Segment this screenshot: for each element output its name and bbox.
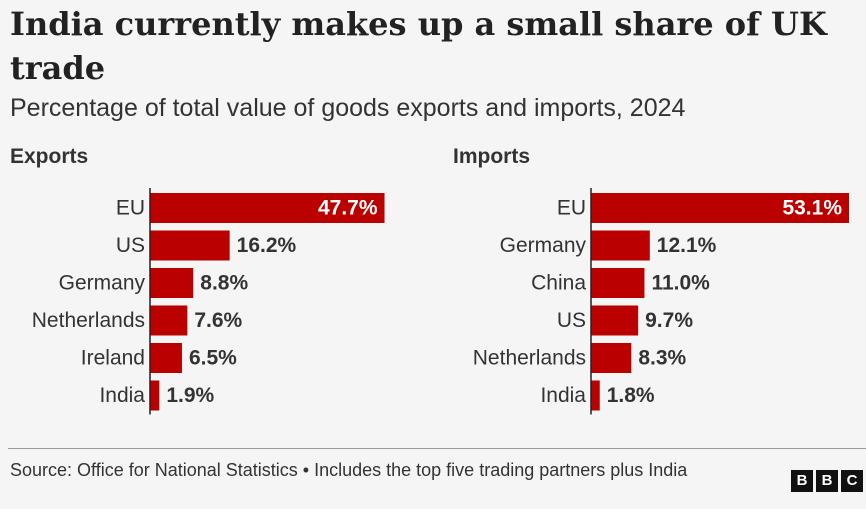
imports-bar [591, 343, 632, 373]
exports-bar [150, 343, 182, 373]
exports-value-label: 16.2% [237, 234, 297, 257]
exports-value-label: 8.8% [200, 272, 248, 295]
imports-value-label: 11.0% [651, 272, 710, 295]
imports-category-label: EU [557, 197, 586, 220]
imports-value-label: 8.3% [638, 347, 686, 370]
imports-category-label: Germany [500, 234, 587, 257]
bbc-logo: B B C [791, 470, 863, 492]
exports-bar [150, 305, 188, 336]
exports-category-label: Germany [59, 272, 146, 295]
imports-bar-chart: EU 53.1% Germany 12.1% China 11.0% US 9.7% Nethe… [473, 188, 849, 415]
exports-category-label: India [99, 384, 145, 407]
imports-category-label: US [557, 309, 586, 332]
bbc-logo-letter: C [841, 470, 863, 492]
exports-category-label: Ireland [81, 347, 145, 370]
exports-value-label: 7.6% [194, 309, 242, 332]
imports-value-label: 1.8% [607, 384, 655, 407]
imports-bar [591, 268, 645, 298]
exports-value-label: 6.5% [189, 347, 237, 370]
imports-bar [591, 380, 600, 411]
exports-category-label: EU [116, 197, 145, 220]
footer-divider [8, 448, 866, 449]
exports-panel-title: Exports [10, 145, 89, 168]
bbc-logo-letter: B [816, 470, 838, 492]
exports-bar [150, 268, 194, 298]
bbc-logo-letter: B [791, 470, 813, 492]
imports-bar [591, 193, 849, 223]
exports-value-label: 47.7% [318, 197, 378, 220]
exports-category-label: US [116, 234, 145, 257]
exports-bar-chart: EU 47.7% US 16.2% Germany 8.8% Netherlands 7.6%… [32, 188, 385, 415]
imports-panel-title: Imports [453, 145, 531, 168]
chart-subtitle: Percentage of total value of goods expor… [10, 94, 686, 122]
exports-value-label: 1.9% [166, 384, 214, 407]
exports-bar [150, 230, 230, 261]
imports-value-label: 9.7% [645, 309, 693, 332]
exports-bar [150, 380, 160, 411]
imports-value-label: 53.1% [782, 197, 842, 220]
source-note: Source: Office for National Statistics •… [10, 460, 688, 480]
imports-bar [591, 305, 639, 336]
imports-bar [591, 230, 650, 261]
chart-title: India currently makes up a small share o… [10, 5, 827, 87]
imports-category-label: India [540, 384, 586, 407]
imports-value-label: 12.1% [657, 234, 717, 257]
exports-bar [150, 193, 385, 223]
imports-category-label: China [531, 272, 586, 295]
exports-category-label: Netherlands [32, 309, 145, 332]
imports-category-label: Netherlands [473, 347, 586, 370]
